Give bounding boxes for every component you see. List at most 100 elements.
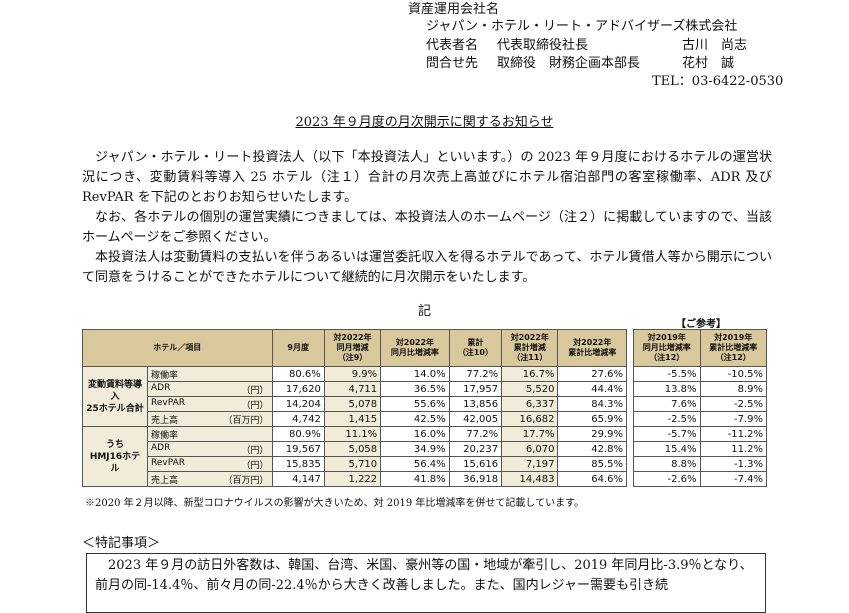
- table-cell: 44.4%: [557, 381, 627, 397]
- item-name: 稼働率: [151, 370, 179, 381]
- item-unit: （円）: [241, 445, 269, 456]
- row-label: ADR （円）: [147, 381, 273, 397]
- table-cell: -2.6%: [633, 471, 701, 487]
- row-label: 売上高 （百万円）: [147, 411, 273, 427]
- item-unit: （百万円）: [223, 475, 269, 486]
- table-cell: 14.0%: [380, 366, 450, 382]
- table-cell: 1,222: [323, 471, 382, 487]
- table-cell: 4,742: [271, 411, 325, 427]
- item-name: 売上高: [151, 475, 179, 486]
- column-header: 対2022年 累計増減 （注11）: [501, 329, 559, 367]
- table-cell: 17.7%: [501, 426, 559, 442]
- item-unit: （百万円）: [223, 415, 269, 426]
- contact-title: 取締役 財務企画本部長: [497, 56, 641, 71]
- table-cell: -5.5%: [633, 366, 701, 382]
- contact-name: 花村 誠: [682, 56, 735, 71]
- table-cell: 5,520: [501, 381, 559, 397]
- column-header: 累計 （注10）: [448, 329, 503, 367]
- table-cell: 15,835: [271, 456, 325, 472]
- table-cell: 42,005: [448, 411, 503, 427]
- table-cell: 6,070: [501, 441, 559, 457]
- table-cell: -2.5%: [699, 396, 767, 412]
- table-row: 13.8% 8.9%: [633, 381, 767, 397]
- table-cell: 14,483: [501, 471, 559, 487]
- table-cell: 17,957: [448, 381, 503, 397]
- item-name: RevPAR: [151, 397, 185, 408]
- row-label: 稼働率: [147, 426, 273, 442]
- table-cell: 56.4%: [380, 456, 450, 472]
- table-cell: 16.7%: [501, 366, 559, 382]
- table-row: 変動賃料等導入 25ホテル合計 稼働率 80.6% 9.9% 14.0% 77.2% 16.…: [82, 366, 627, 427]
- table-cell: 77.2%: [448, 426, 503, 442]
- table-row: RevPAR （円） 15,835 5,710 56.4% 15,616 7,197 85.5…: [83, 456, 627, 472]
- column-header: 対2019年 累計比増減率 （注12）: [699, 329, 767, 367]
- table-cell: 8.9%: [699, 381, 767, 397]
- table-cell: 55.6%: [380, 396, 450, 412]
- table-cell: 13.8%: [633, 381, 701, 397]
- rep-label: 代表者名: [426, 38, 479, 53]
- group-label: うち HMJ16ホテル: [82, 426, 148, 487]
- table-cell: 27.6%: [557, 366, 627, 382]
- table-cell: 34.9%: [380, 441, 450, 457]
- table-row: ADR （円） 17,620 4,711 36.5% 17,957 5,520 44.4%: [83, 381, 627, 397]
- table-cell: 15.4%: [633, 441, 701, 457]
- table-row: 売上高 （百万円） 4,147 1,222 41.8% 36,918 14,483 64.6%: [83, 471, 627, 487]
- item-name: 売上高: [151, 415, 179, 426]
- table-cell: -7.9%: [699, 411, 767, 427]
- rep-title: 代表取締役社長: [497, 38, 589, 53]
- row-label: RevPAR （円）: [147, 456, 273, 472]
- table-cell: 77.2%: [448, 366, 503, 382]
- special-notes-box: 2023 年９月の訪日外客数は、韓国、台湾、米国、豪州等の国・地域が牽引し、20…: [86, 553, 766, 613]
- table-cell: 8.8%: [633, 456, 701, 472]
- table-cell: 4,711: [323, 381, 382, 397]
- reference-label: 【ご参考】: [676, 319, 726, 330]
- column-header: ホテル／項目: [82, 329, 273, 367]
- column-header: 対2019年 同月比増減率 （注12）: [633, 329, 701, 367]
- table-cell: 14,204: [271, 396, 325, 412]
- table-cell: 29.9%: [557, 426, 627, 442]
- item-name: ADR: [151, 442, 171, 453]
- item-name: 稼働率: [151, 430, 179, 441]
- table-cell: 15,616: [448, 456, 503, 472]
- table-cell: 80.9%: [271, 426, 325, 442]
- table-row: 7.6% -2.5%: [633, 396, 767, 412]
- table-row: 15.4% 11.2%: [633, 441, 767, 457]
- section-title: ＜特記事項＞: [82, 536, 161, 551]
- column-header: 9月度: [271, 329, 325, 367]
- document-title: 2023 年９月度の月次開示に関するお知らせ: [295, 115, 554, 130]
- table-cell: -10.5%: [699, 366, 767, 382]
- table-cell: -7.4%: [699, 471, 767, 487]
- reference-table: 対2019年 同月比増減率 （注12） 対2019年 累計比増減率 （注12） -5…: [633, 329, 767, 487]
- table-cell: 42.8%: [557, 441, 627, 457]
- company-name: ジャパン・ホテル・リート・アドバイザーズ株式会社: [426, 19, 738, 34]
- table-cell: 65.9%: [557, 411, 627, 427]
- paragraph-1: ジャパン・ホテル・リート投資法人（以下「本投資法人」といいます。）の 2023 …: [82, 150, 772, 205]
- row-label: ADR （円）: [147, 441, 273, 457]
- table-row: うち HMJ16ホテル 稼働率 80.9% 11.1% 16.0% 77.2% 17.7% 2…: [82, 426, 627, 487]
- table-cell: 6,337: [501, 396, 559, 412]
- column-header: 対2022年 同月比増減率: [380, 329, 450, 367]
- table-cell: 17,620: [271, 381, 325, 397]
- table-cell: 64.6%: [557, 471, 627, 487]
- table-cell: -5.7%: [633, 426, 701, 442]
- table-row: 売上高 （百万円） 4,742 1,415 42.5% 42,005 16,682 65.9%: [83, 411, 627, 427]
- table-cell: 84.3%: [557, 396, 627, 412]
- paragraph-3: 本投資法人は変動賃料の支払いを伴うあるいは運営委託収入を得るホテルであって、ホテ…: [82, 250, 772, 285]
- rep-name: 古川 尚志: [682, 38, 748, 53]
- table-cell: 13,856: [448, 396, 503, 412]
- table-cell: 36,918: [448, 471, 503, 487]
- table-cell: 9.9%: [323, 366, 382, 382]
- item-unit: （円）: [241, 400, 269, 411]
- table-row: -5.7% -11.2%: [633, 426, 767, 442]
- group-label: 変動賃料等導入 25ホテル合計: [82, 366, 148, 427]
- item-unit: （円）: [241, 385, 269, 396]
- table-cell: 5,710: [323, 456, 382, 472]
- contact-tel: TEL：03-6422-0530: [652, 74, 784, 89]
- table-row: -2.5% -7.9%: [633, 411, 767, 427]
- ki-heading: 記: [417, 304, 431, 319]
- item-name: RevPAR: [151, 457, 185, 468]
- table-cell: 42.5%: [380, 411, 450, 427]
- table-row: ADR （円） 19,567 5,058 34.9% 20,237 6,070 42.8%: [83, 441, 627, 457]
- row-label: RevPAR （円）: [147, 396, 273, 412]
- table-cell: 1,415: [323, 411, 382, 427]
